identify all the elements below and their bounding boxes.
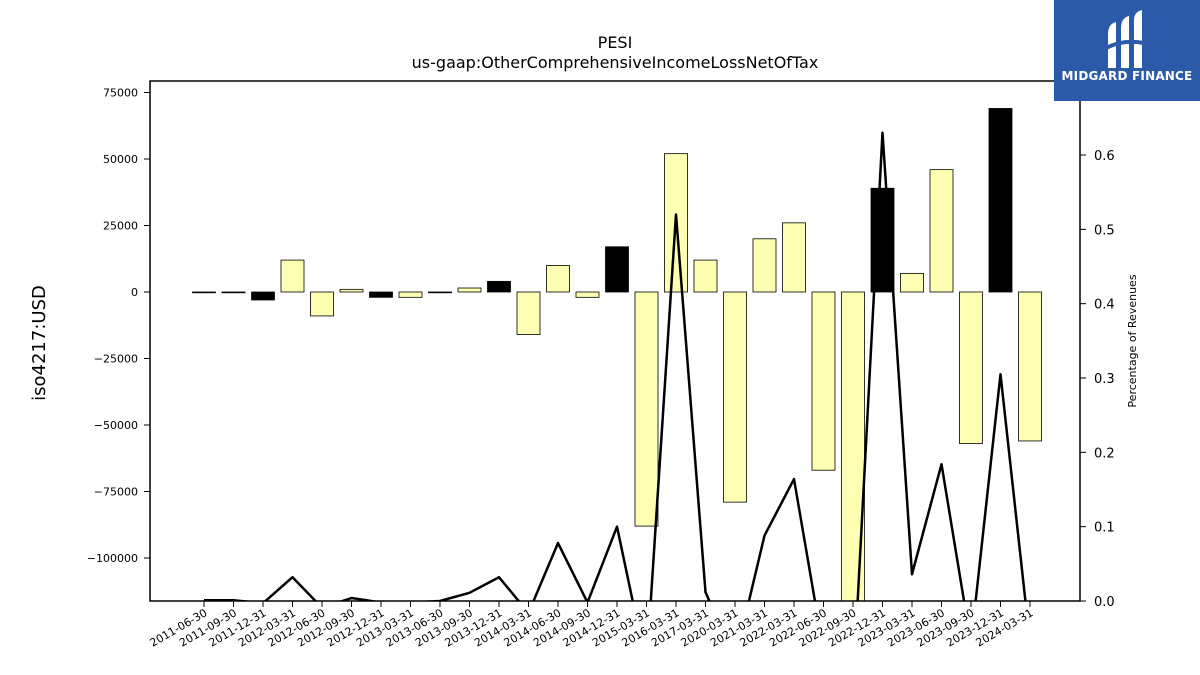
bar xyxy=(546,264,570,293)
bar xyxy=(398,291,423,298)
y2-tick-label: 0.4 xyxy=(1094,298,1115,313)
bar xyxy=(457,287,482,293)
bar xyxy=(752,238,777,293)
bar xyxy=(192,291,216,294)
y-axis-label: iso4217:USD xyxy=(29,285,50,401)
bar xyxy=(929,169,954,293)
chart-title: PESI xyxy=(598,33,633,52)
revenue-percentage-line xyxy=(204,131,1027,601)
y-tick-label: −50000 xyxy=(94,419,138,432)
bar xyxy=(516,291,541,335)
y2-axis-label: Percentage of Revenues xyxy=(1126,274,1139,407)
bar xyxy=(811,291,836,471)
y-tick-label: 50000 xyxy=(103,153,138,166)
bar xyxy=(605,246,629,293)
y-tick-label: −100000 xyxy=(87,552,138,565)
y2-tick-label: 0.2 xyxy=(1094,446,1115,461)
y2-tick-label: 0.3 xyxy=(1094,372,1115,387)
bar xyxy=(369,291,393,298)
bar xyxy=(959,291,983,445)
midgard-finance-logo: MIDGARD FINANCE xyxy=(1054,0,1200,101)
bar xyxy=(487,280,511,293)
midgard-logo-icon xyxy=(1105,10,1149,68)
bar xyxy=(988,108,1013,293)
bar xyxy=(1018,291,1042,442)
bar xyxy=(221,291,246,294)
chart-subtitle: us-gaap:OtherComprehensiveIncomeLossNetO… xyxy=(412,53,819,72)
y2-tick-label: 0.6 xyxy=(1094,149,1115,164)
y-tick-label: 75000 xyxy=(103,87,138,100)
bar-series xyxy=(192,108,1042,601)
bar xyxy=(693,259,718,293)
y-tick-label: −25000 xyxy=(94,353,138,366)
y-tick-label: 25000 xyxy=(103,220,138,233)
y2-tick-label: 0.5 xyxy=(1094,223,1115,238)
bar xyxy=(782,222,806,293)
plot-frame xyxy=(149,80,1081,602)
bar xyxy=(575,291,600,298)
y2-tick-label: 0.1 xyxy=(1094,521,1115,536)
y2-tick-label: 0.0 xyxy=(1094,595,1115,610)
bar xyxy=(339,288,364,293)
revenue-percentage-series xyxy=(204,131,1027,601)
bar xyxy=(310,291,334,317)
y-tick-label: 0 xyxy=(131,286,138,299)
bar xyxy=(634,291,659,527)
bar xyxy=(280,259,305,293)
bar xyxy=(251,291,275,301)
bar xyxy=(428,291,452,294)
bar xyxy=(900,272,924,293)
bar xyxy=(723,291,747,503)
logo-text: MIDGARD FINANCE xyxy=(1061,69,1193,83)
y-tick-label: −75000 xyxy=(94,486,138,499)
